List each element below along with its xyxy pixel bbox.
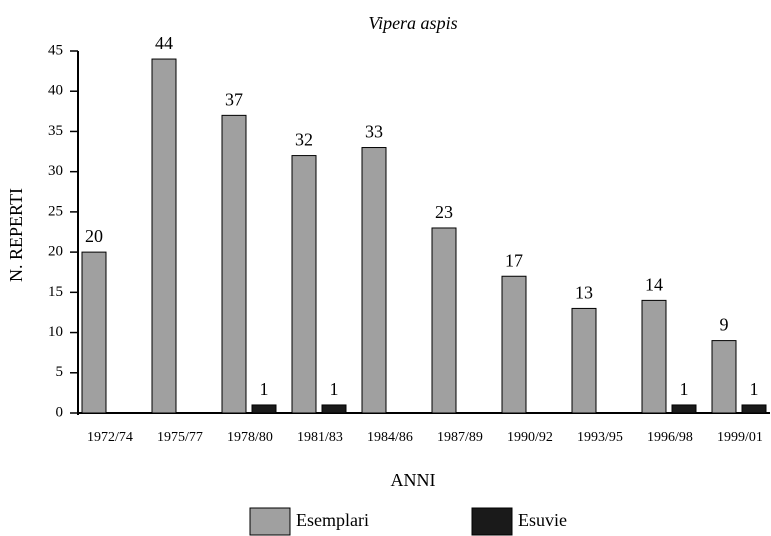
- data-label: 20: [85, 226, 103, 246]
- bar: [361, 147, 387, 414]
- data-label: 9: [720, 315, 729, 335]
- data-label: 1: [750, 379, 759, 399]
- data-label: 44: [155, 33, 173, 53]
- x-tick-label: 1975/77: [157, 430, 203, 445]
- y-tick-label: 15: [48, 284, 63, 300]
- data-label: 1: [260, 379, 269, 399]
- bar: [641, 299, 667, 414]
- y-tick-label: 40: [48, 83, 63, 99]
- y-tick-label: 35: [48, 123, 63, 139]
- data-label: 32: [295, 130, 313, 150]
- x-tick-label: 1996/98: [647, 430, 693, 445]
- bar: [671, 404, 697, 414]
- x-tick-label: 1978/80: [227, 430, 273, 445]
- x-tick-label: 1972/74: [87, 430, 133, 445]
- bar: [151, 58, 177, 414]
- legend-label: Esemplari: [296, 510, 369, 530]
- data-label: 17: [505, 250, 523, 270]
- data-label: 1: [680, 379, 689, 399]
- data-label: 23: [435, 202, 453, 222]
- bar: [221, 114, 247, 414]
- data-label: 33: [365, 122, 383, 142]
- x-axis-label: ANNI: [391, 470, 436, 490]
- data-label: 14: [645, 275, 663, 295]
- y-tick-label: 5: [56, 364, 64, 380]
- bar: [711, 340, 737, 414]
- x-tick-label: 1987/89: [437, 430, 483, 445]
- chart-title: Vipera aspis: [368, 13, 457, 33]
- bar: [571, 307, 597, 414]
- y-tick-label: 20: [48, 244, 63, 260]
- x-tick-label: 1993/95: [577, 430, 623, 445]
- x-tick-label: 1990/92: [507, 430, 553, 445]
- x-tick-label: 1999/01: [717, 430, 763, 445]
- bar: [291, 155, 317, 414]
- y-tick-label: 45: [48, 42, 63, 58]
- y-tick-label: 10: [48, 324, 63, 340]
- x-tick-label: 1984/86: [367, 430, 413, 445]
- bar: [321, 404, 347, 414]
- legend-label: Esuvie: [518, 510, 567, 530]
- x-tick-label: 1981/83: [297, 430, 343, 445]
- y-tick-label: 25: [48, 203, 63, 219]
- bar: [81, 251, 107, 414]
- data-label: 37: [225, 89, 243, 109]
- y-tick-label: 30: [48, 163, 63, 179]
- legend-swatch: [471, 507, 513, 536]
- y-axis-label: N. REPERTI: [6, 188, 26, 282]
- bar: [741, 404, 767, 414]
- bar: [501, 275, 527, 414]
- bar: [251, 404, 277, 414]
- bar: [431, 227, 457, 414]
- y-tick-label: 0: [56, 404, 64, 420]
- data-label: 13: [575, 283, 593, 303]
- legend-swatch: [249, 507, 291, 536]
- data-label: 1: [330, 379, 339, 399]
